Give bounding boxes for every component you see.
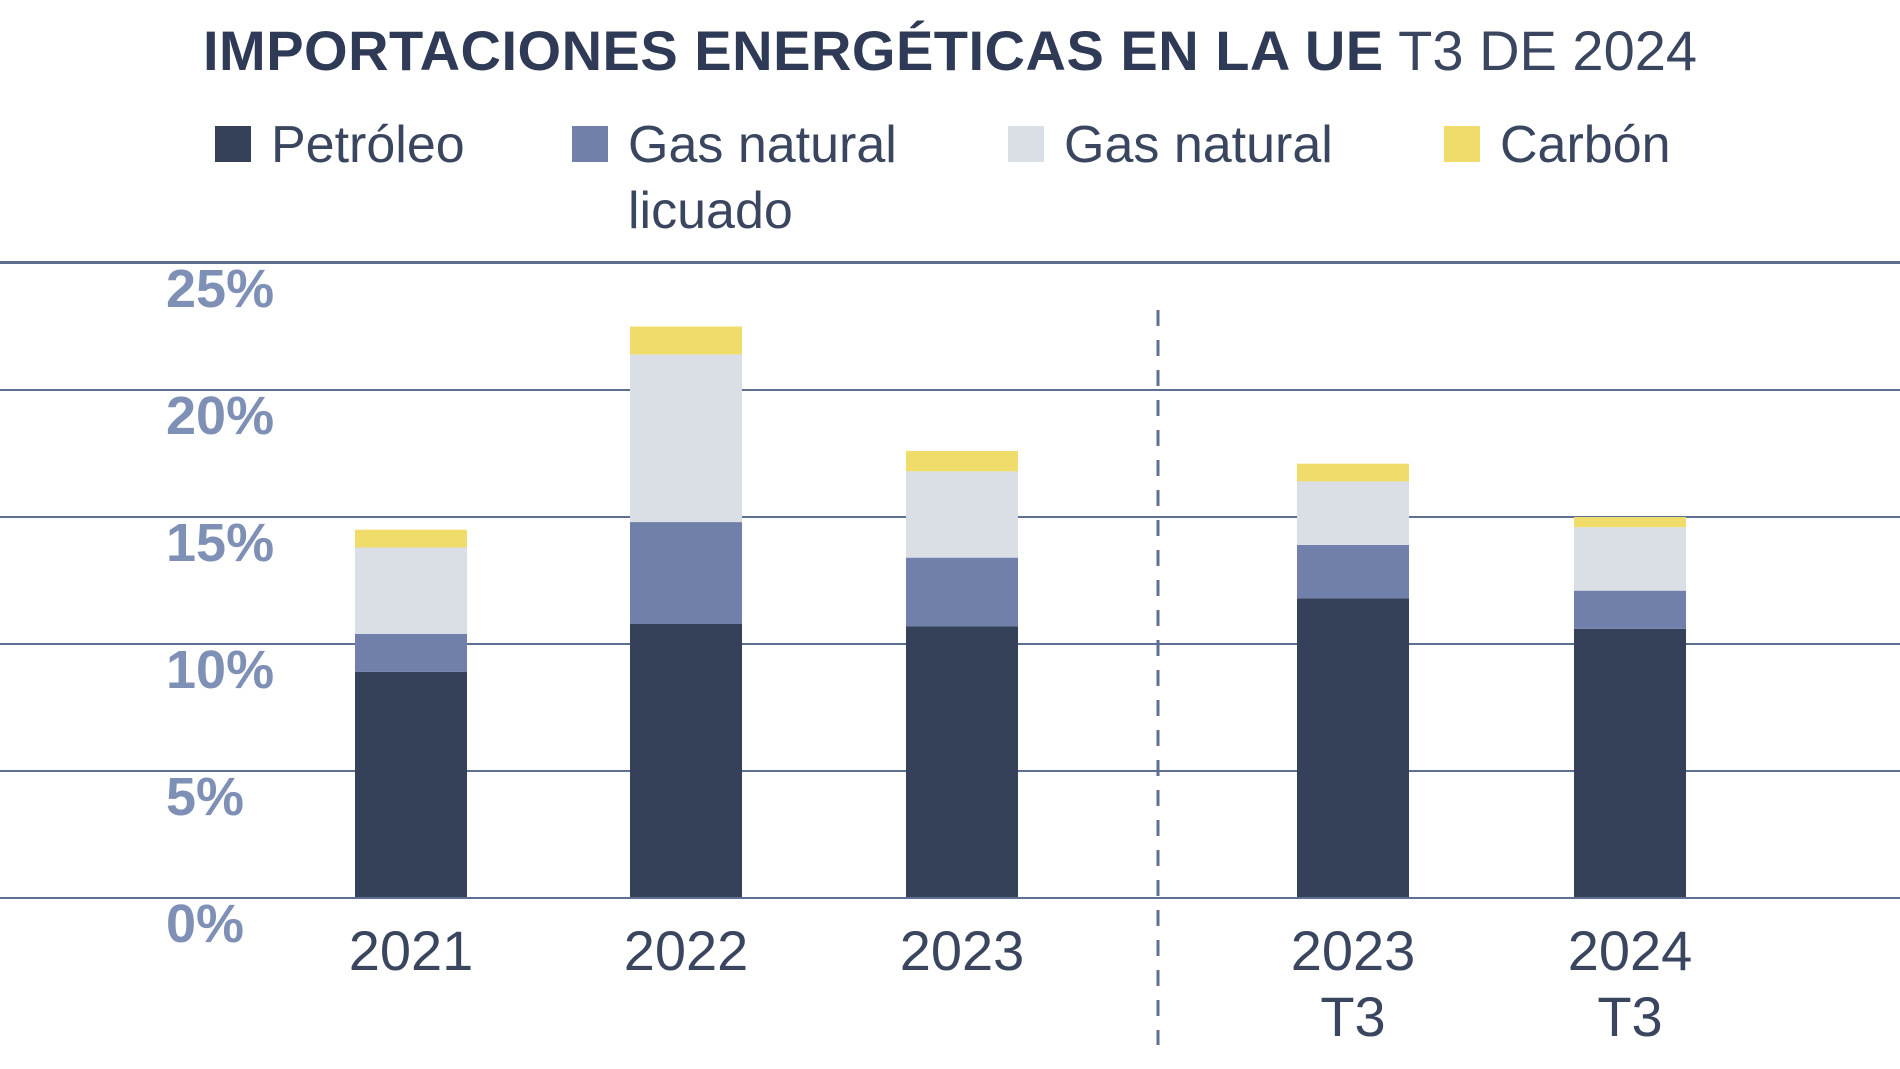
bar-segment-gas-natural-licuado bbox=[1297, 544, 1409, 599]
legend-item-gnl: Gas natural licuado bbox=[572, 112, 928, 244]
bar-segment-gas-natural-licuado bbox=[1574, 590, 1686, 629]
bar-segment-carbon bbox=[1297, 463, 1409, 482]
bar-segment-petroleo bbox=[906, 626, 1018, 898]
bar-segment-petroleo bbox=[1574, 628, 1686, 898]
bar-segment-gas-natural-licuado bbox=[906, 557, 1018, 627]
x-tick-label: 2022 bbox=[624, 919, 749, 982]
legend-label-gas-natural: Gas natural bbox=[1064, 116, 1333, 174]
bar-segment-petroleo bbox=[630, 623, 742, 898]
legend-swatch-petroleo bbox=[215, 126, 251, 162]
bar-segment-gas-natural-licuado bbox=[630, 522, 742, 624]
legend-label-petroleo: Petróleo bbox=[271, 116, 465, 174]
x-tick-label: T3 bbox=[1320, 985, 1385, 1048]
y-tick-label: 25% bbox=[166, 259, 274, 319]
y-tick-label: 10% bbox=[166, 640, 274, 700]
chart-title: IMPORTACIONES ENERGÉTICAS EN LA UE T3 DE… bbox=[0, 18, 1900, 83]
legend-swatch-carbon bbox=[1444, 126, 1480, 162]
bar-segment-gas-natural bbox=[906, 471, 1018, 558]
legend-item-gas-natural: Gas natural bbox=[1008, 112, 1394, 178]
bar-segment-petroleo bbox=[1297, 598, 1409, 898]
bar-segment-carbon bbox=[906, 450, 1018, 472]
legend-item-petroleo: Petróleo bbox=[215, 112, 601, 178]
legend-swatch-gnl bbox=[572, 126, 608, 162]
x-tick-label: T3 bbox=[1597, 985, 1662, 1048]
legend-label-carbon: Carbón bbox=[1500, 116, 1671, 174]
y-tick-label: 20% bbox=[166, 386, 274, 446]
bar-segment-carbon bbox=[355, 529, 467, 548]
title-main: IMPORTACIONES ENERGÉTICAS EN LA UE bbox=[202, 19, 1384, 82]
x-tick-label: 2021 bbox=[349, 919, 474, 982]
x-tick-label: 2024 bbox=[1568, 919, 1693, 982]
legend-item-carbon: Carbón bbox=[1444, 112, 1830, 178]
x-tick-label: 2023 bbox=[1291, 919, 1416, 982]
bar-segment-gas-natural bbox=[355, 547, 467, 634]
y-tick-label: 0% bbox=[166, 894, 244, 954]
bar-segment-gas-natural bbox=[1297, 481, 1409, 545]
bar-segment-gas-natural bbox=[1574, 527, 1686, 591]
bar-segment-carbon bbox=[630, 326, 742, 355]
bar-segment-petroleo bbox=[355, 671, 467, 898]
bar-segment-gas-natural bbox=[630, 354, 742, 523]
y-tick-label: 5% bbox=[166, 767, 244, 827]
bar-segment-carbon bbox=[1574, 517, 1686, 528]
title-period: T3 DE 2024 bbox=[1398, 19, 1698, 82]
bar-segment-gas-natural-licuado bbox=[355, 633, 467, 672]
legend-swatch-gas-natural bbox=[1008, 126, 1044, 162]
y-tick-label: 15% bbox=[166, 513, 274, 573]
x-tick-label: 2023 bbox=[900, 919, 1025, 982]
legend-label-gnl: Gas natural licuado bbox=[628, 116, 897, 240]
